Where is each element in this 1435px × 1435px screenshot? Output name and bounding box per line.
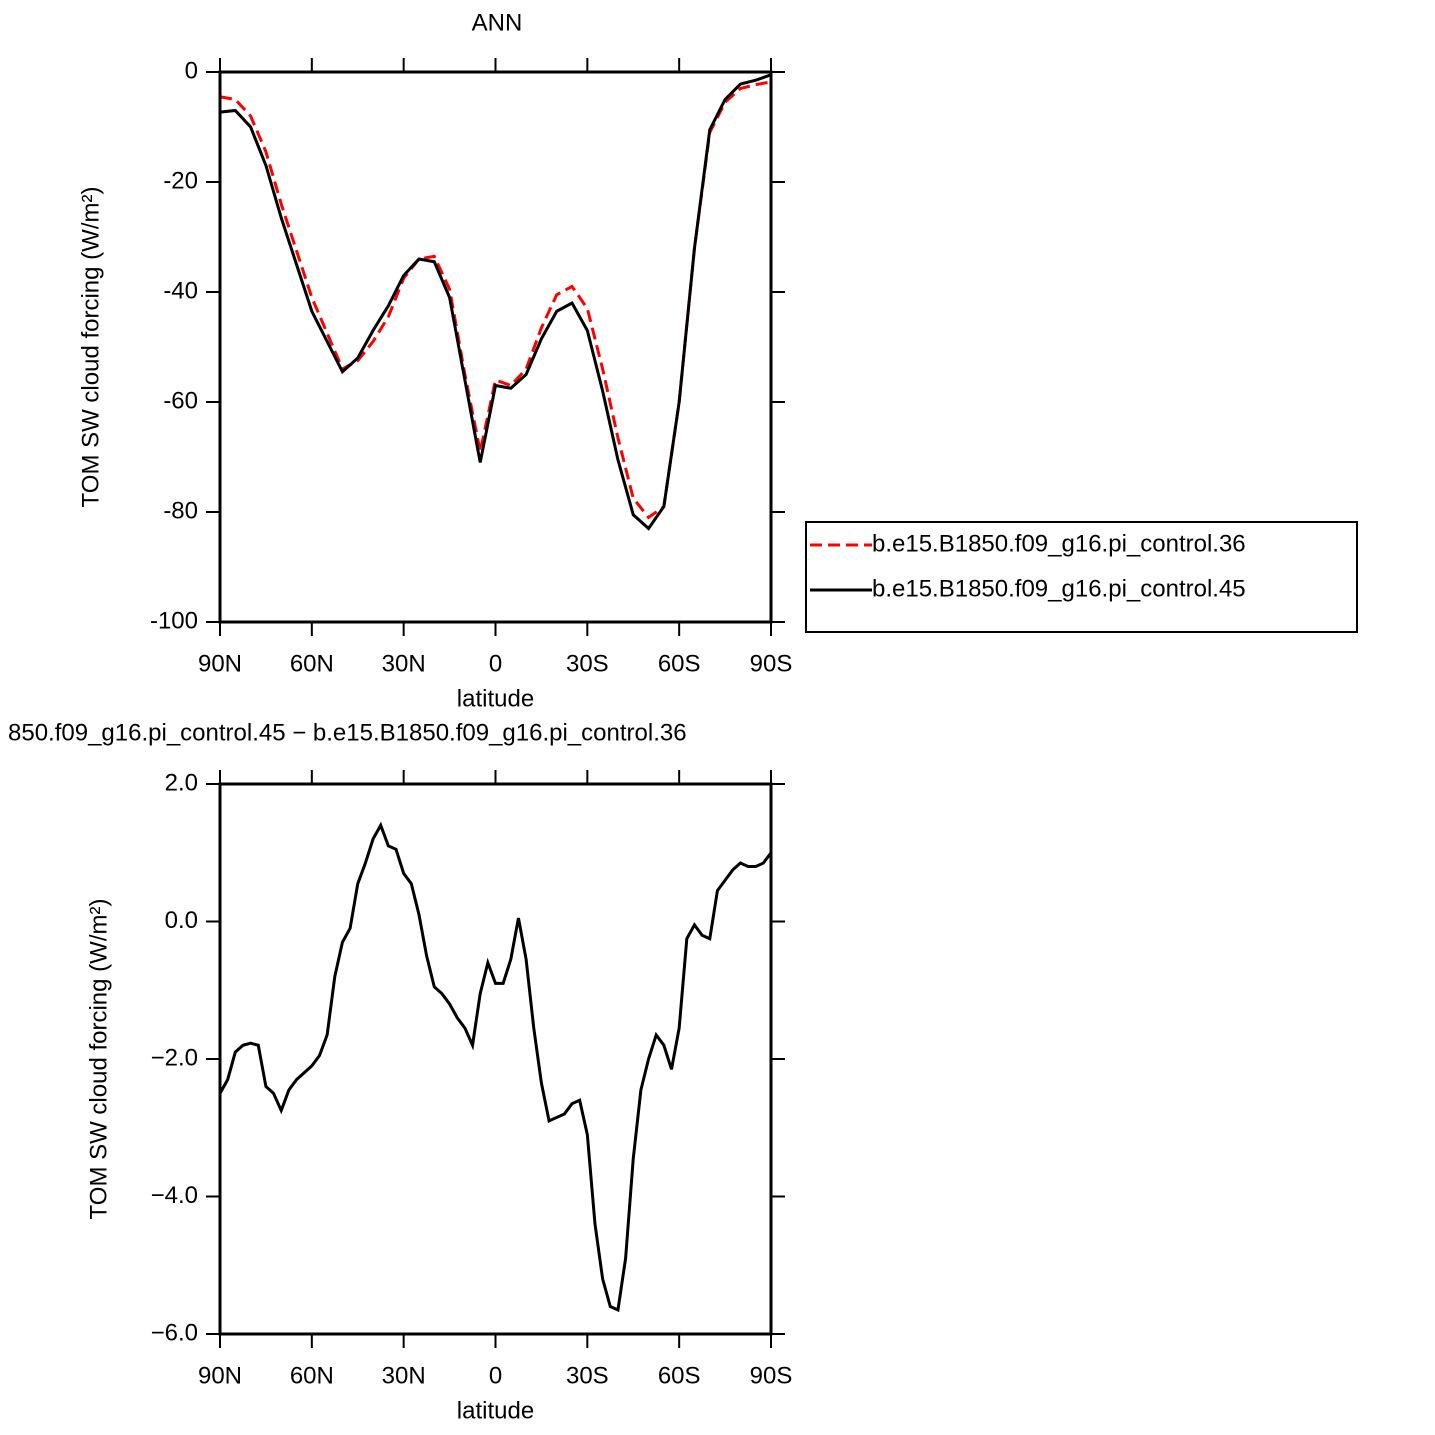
x-axis-label: latitude [457,1397,534,1424]
x-tick-label: 90N [198,650,242,677]
y-axis-label: TOM SW cloud forcing (W/m²) [77,187,104,508]
legend-box [805,521,1358,633]
x-tick-label: 60N [290,1362,334,1389]
x-tick-label: 90S [750,1362,793,1389]
y-tick-label: -20 [163,167,198,194]
legend-label: b.e15.B1850.f09_g16.pi_control.45 [872,575,1246,602]
x-tick-label: 90N [198,1362,242,1389]
legend-label: b.e15.B1850.f09_g16.pi_control.36 [872,530,1246,557]
y-tick-label: -60 [163,387,198,414]
y-tick-label: −4.0 [151,1182,198,1209]
y-tick-label: -100 [150,607,198,634]
x-tick-label: 0 [489,650,502,677]
x-tick-label: 0 [489,1362,502,1389]
y-axis-label: TOM SW cloud forcing (W/m²) [85,899,112,1220]
x-tick-label: 60N [290,650,334,677]
y-tick-label: −2.0 [151,1044,198,1071]
y-tick-label: -80 [163,497,198,524]
plot-frame [218,70,773,624]
x-tick-label: 30N [382,1362,426,1389]
series-line [219,73,772,531]
chart-title: 850.f09_g16.pi_control.45 − b.e15.B1850.… [8,719,687,746]
plot-frame [218,782,773,1336]
chart-title: ANN [472,9,523,36]
y-tick-label: 0 [185,57,198,84]
y-tick-label: 2.0 [165,769,198,796]
x-tick-label: 60S [658,650,701,677]
x-tick-label: 30S [566,650,609,677]
series-line [218,821,773,1313]
x-axis-label: latitude [457,685,534,712]
x-tick-label: 60S [658,1362,701,1389]
x-tick-label: 90S [750,650,793,677]
x-tick-label: 30N [382,650,426,677]
y-tick-label: -40 [163,277,198,304]
y-tick-label: −6.0 [151,1319,198,1346]
y-tick-label: 0.0 [165,907,198,934]
x-tick-label: 30S [566,1362,609,1389]
